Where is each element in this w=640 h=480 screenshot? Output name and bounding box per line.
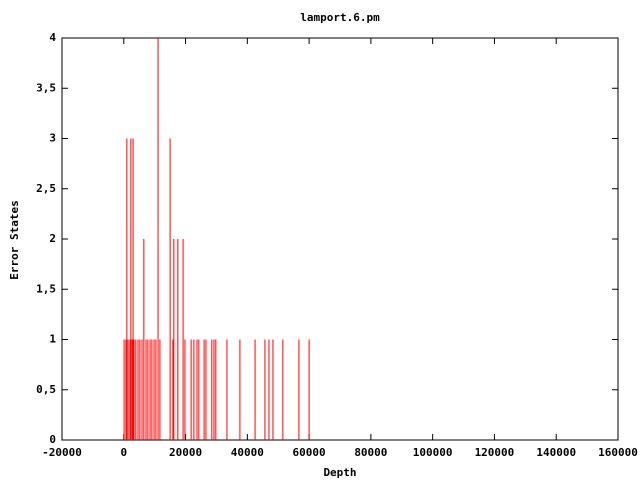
y-tick-label: 4 <box>49 31 56 44</box>
y-tick-label: 3,5 <box>36 81 56 94</box>
x-tick-label: 0 <box>120 446 127 459</box>
x-tick-label: 100000 <box>413 446 453 459</box>
x-tick-label: 60000 <box>293 446 326 459</box>
y-tick-label: 2,5 <box>36 182 56 195</box>
y-tick-label: 0 <box>49 433 56 446</box>
x-tick-label: -20000 <box>42 446 82 459</box>
x-tick-label: 120000 <box>475 446 515 459</box>
y-tick-label: 2 <box>49 232 56 245</box>
x-tick-label: 20000 <box>169 446 202 459</box>
y-tick-label: 3 <box>49 132 56 145</box>
x-tick-label: 40000 <box>231 446 264 459</box>
y-tick-label: 1,5 <box>36 282 56 295</box>
y-tick-label: 0,5 <box>36 383 56 396</box>
y-axis-label: Error States <box>8 200 21 279</box>
x-tick-label: 80000 <box>354 446 387 459</box>
y-tick-label: 1 <box>49 333 56 346</box>
x-tick-label: 160000 <box>598 446 638 459</box>
chart-title: lamport.6.pm <box>300 11 380 24</box>
x-axis-label: Depth <box>323 466 356 479</box>
x-tick-label: 140000 <box>536 446 576 459</box>
